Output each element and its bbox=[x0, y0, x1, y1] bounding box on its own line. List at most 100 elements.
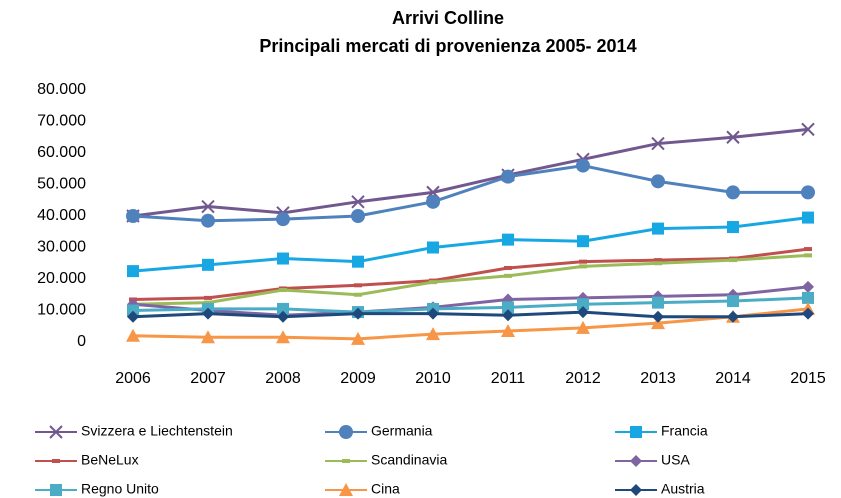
chart-subtitle: Principali mercati di provenienza 2005- … bbox=[259, 36, 636, 56]
point-marker bbox=[502, 233, 514, 246]
point-marker bbox=[801, 185, 815, 200]
point-marker bbox=[279, 288, 287, 293]
point-marker bbox=[804, 247, 812, 252]
point-marker bbox=[201, 330, 215, 344]
point-marker bbox=[426, 194, 440, 209]
series-line bbox=[132, 253, 809, 306]
legend-label: Scandinavia bbox=[371, 452, 447, 468]
point-marker bbox=[351, 209, 365, 223]
legend-label: Austria bbox=[661, 481, 705, 497]
chart-title: Arrivi Colline bbox=[392, 8, 504, 28]
legend-label: Svizzera e Liechtenstein bbox=[81, 423, 233, 439]
point-marker bbox=[577, 306, 589, 319]
point-marker bbox=[127, 310, 139, 323]
series-line bbox=[132, 164, 808, 223]
legend-label: Regno Unito bbox=[81, 481, 159, 497]
point-marker bbox=[726, 130, 740, 144]
point-marker bbox=[577, 235, 589, 248]
point-marker bbox=[727, 221, 739, 234]
point-marker bbox=[501, 169, 515, 184]
point-marker bbox=[654, 261, 662, 266]
point-marker bbox=[426, 327, 440, 341]
legend-label: Francia bbox=[661, 423, 708, 439]
point-marker bbox=[651, 174, 665, 189]
point-marker bbox=[504, 265, 512, 270]
point-marker bbox=[127, 265, 139, 278]
legend-marker bbox=[630, 484, 642, 496]
x-tick-label: 2007 bbox=[190, 370, 226, 387]
point-marker bbox=[501, 323, 515, 337]
x-tick-label: 2010 bbox=[415, 370, 451, 387]
legend-marker bbox=[52, 459, 60, 463]
point-marker bbox=[354, 292, 362, 297]
point-marker bbox=[502, 301, 514, 314]
point-marker bbox=[652, 222, 664, 235]
point-marker bbox=[577, 298, 589, 311]
point-marker bbox=[126, 328, 140, 342]
x-tick-label: 2008 bbox=[265, 370, 301, 387]
point-marker bbox=[204, 300, 212, 305]
legend-marker bbox=[339, 425, 353, 439]
point-marker bbox=[652, 310, 664, 323]
legend-label: USA bbox=[661, 452, 690, 468]
x-tick-label: 2015 bbox=[790, 370, 826, 387]
y-tick-label: 30.000 bbox=[37, 239, 86, 256]
legend-marker bbox=[50, 484, 62, 496]
point-marker bbox=[727, 310, 739, 323]
point-marker bbox=[201, 213, 215, 228]
point-marker bbox=[802, 307, 814, 320]
y-tick-label: 60.000 bbox=[37, 144, 86, 161]
point-marker bbox=[802, 280, 814, 293]
point-marker bbox=[729, 258, 737, 263]
point-marker bbox=[802, 291, 814, 304]
point-marker bbox=[652, 296, 664, 309]
series-line bbox=[132, 310, 809, 319]
point-marker bbox=[276, 212, 290, 227]
point-marker bbox=[576, 158, 590, 173]
series-line bbox=[132, 216, 809, 273]
point-marker bbox=[727, 295, 739, 308]
point-marker bbox=[202, 307, 214, 320]
point-marker bbox=[654, 258, 662, 263]
point-marker bbox=[351, 331, 365, 345]
point-marker bbox=[579, 264, 587, 269]
point-marker bbox=[802, 211, 814, 224]
point-marker bbox=[502, 309, 514, 322]
x-tick-label: 2014 bbox=[715, 370, 751, 387]
y-tick-label: 50.000 bbox=[37, 176, 86, 193]
point-marker bbox=[201, 199, 215, 214]
y-tick-label: 10.000 bbox=[37, 302, 86, 319]
point-marker bbox=[277, 252, 289, 265]
point-marker bbox=[352, 255, 364, 268]
legend-marker bbox=[630, 455, 642, 467]
point-marker bbox=[579, 259, 587, 264]
point-marker bbox=[804, 253, 812, 258]
point-marker bbox=[127, 304, 139, 317]
series-line bbox=[132, 296, 809, 314]
series-line bbox=[132, 247, 809, 301]
y-tick-label: 40.000 bbox=[37, 207, 86, 224]
point-marker bbox=[651, 136, 665, 151]
point-marker bbox=[576, 320, 590, 334]
series-line bbox=[132, 285, 809, 317]
series-line bbox=[132, 307, 809, 341]
legend-marker bbox=[342, 459, 350, 463]
point-marker bbox=[277, 302, 289, 315]
series-line bbox=[132, 127, 809, 218]
point-marker bbox=[801, 122, 815, 137]
y-tick-label: 70.000 bbox=[37, 113, 86, 130]
legend-label: BeNeLux bbox=[81, 452, 139, 468]
point-marker bbox=[504, 273, 512, 278]
legend-marker bbox=[630, 426, 642, 438]
point-marker bbox=[126, 209, 140, 223]
point-marker bbox=[427, 307, 439, 320]
x-tick-label: 2012 bbox=[565, 370, 601, 387]
point-marker bbox=[351, 195, 365, 209]
point-marker bbox=[726, 185, 740, 200]
point-marker bbox=[427, 241, 439, 254]
legend-marker bbox=[49, 425, 63, 439]
y-tick-label: 80.000 bbox=[37, 81, 86, 98]
y-tick-label: 20.000 bbox=[37, 270, 86, 287]
